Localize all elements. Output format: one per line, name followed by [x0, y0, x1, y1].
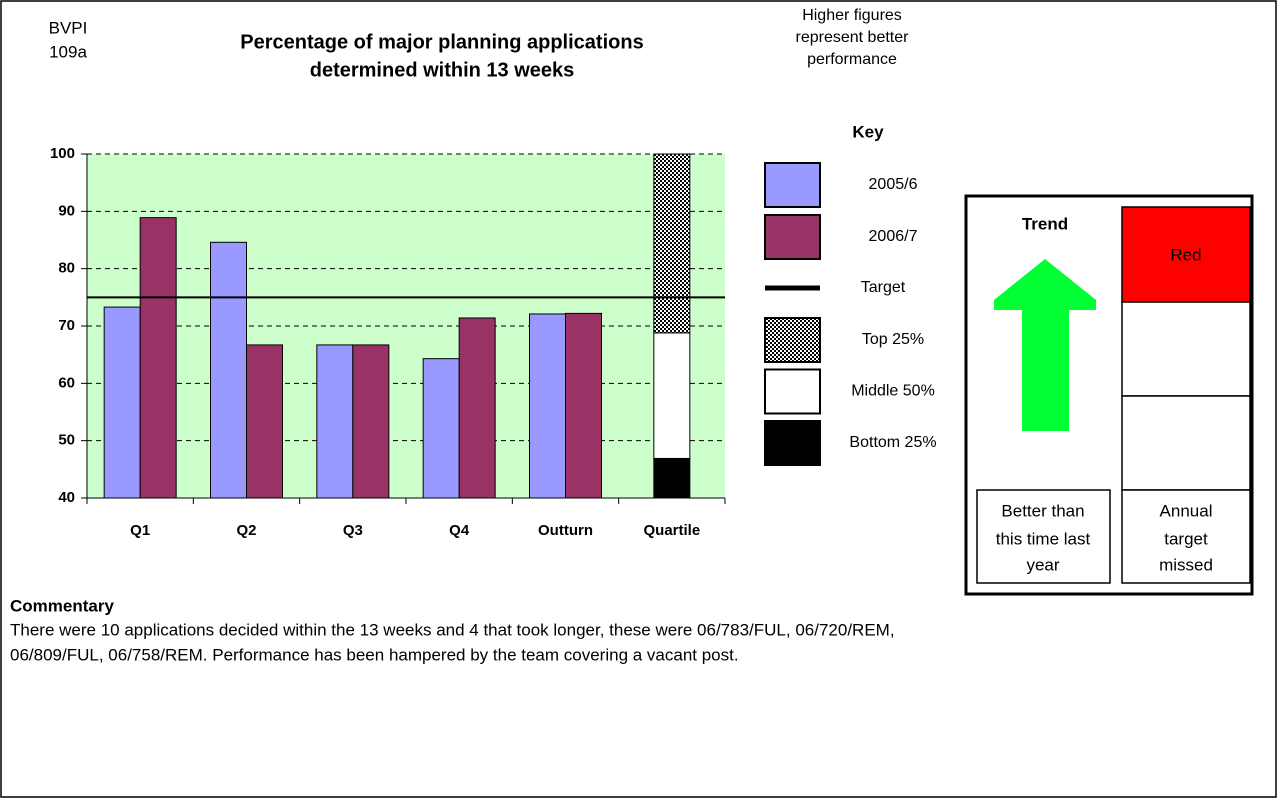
- trend-arrow: [994, 259, 1096, 431]
- commentary-title: Commentary: [10, 596, 114, 615]
- y-tick-label: 50: [58, 432, 75, 449]
- status-caption: target: [1164, 529, 1208, 548]
- bar: [422, 358, 460, 499]
- legend-label: Bottom 25%: [849, 434, 936, 451]
- trend-panel: [964, 194, 1254, 596]
- x-tick-label: Q2: [236, 522, 256, 539]
- quartile-middle: [653, 332, 691, 459]
- x-tick-label: Q4: [449, 522, 470, 539]
- legend-swatch: [764, 420, 821, 466]
- bar: [139, 217, 177, 499]
- bar: [565, 312, 602, 499]
- commentary-text: There were 10 applications decided withi…: [10, 620, 895, 639]
- y-tick-label: 70: [58, 317, 75, 334]
- legend-label: 2005/6: [869, 176, 918, 193]
- code: BVPI: [49, 18, 88, 37]
- legend-label: Middle 50%: [851, 383, 935, 400]
- legend-swatch: [764, 214, 821, 260]
- key-title: Key: [852, 122, 884, 141]
- trend-caption: this time last: [996, 529, 1091, 548]
- legend-label: Target: [861, 279, 906, 296]
- legend-swatch: [764, 162, 821, 208]
- y-tick-label: 90: [58, 202, 75, 219]
- y-tick-label: 80: [58, 260, 75, 277]
- trend-caption: Better than: [1001, 501, 1084, 520]
- bar: [352, 344, 390, 499]
- bar: [210, 241, 247, 499]
- legend-label: 2006/7: [869, 228, 918, 245]
- bar: [458, 317, 496, 499]
- x-tick-label: Outturn: [538, 522, 593, 539]
- note: performance: [807, 51, 897, 68]
- quartile-bottom: [653, 457, 691, 499]
- status-cell: [1121, 395, 1251, 491]
- status-red: [1121, 206, 1251, 303]
- trend-title: Trend: [1022, 214, 1068, 233]
- y-tick-label: 40: [58, 489, 75, 506]
- x-tick-label: Quartile: [643, 522, 700, 539]
- quartile-top: [653, 153, 691, 334]
- status-cell: [1121, 301, 1251, 397]
- commentary-text: 06/809/FUL, 06/758/REM. Performance has …: [10, 645, 739, 664]
- trend-caption-box: [976, 489, 1111, 584]
- status-label: Red: [1170, 245, 1201, 264]
- note: represent better: [796, 29, 910, 46]
- y-tick-label: 100: [50, 145, 75, 162]
- status-caption: missed: [1159, 555, 1213, 574]
- bar: [529, 313, 566, 499]
- bar: [316, 344, 354, 499]
- legend-swatch: [764, 317, 821, 363]
- status-caption-box: [1121, 489, 1251, 584]
- trend-caption: year: [1026, 555, 1059, 574]
- bar: [103, 306, 141, 499]
- code: 109a: [49, 42, 87, 61]
- y-tick-label: 60: [58, 374, 75, 391]
- bar: [246, 344, 283, 499]
- x-tick-label: Q3: [343, 522, 363, 539]
- x-tick-label: Q1: [130, 522, 150, 539]
- legend-swatch: [764, 368, 821, 415]
- chart-title: Percentage of major planning application…: [240, 31, 643, 53]
- note: Higher figures: [802, 7, 902, 24]
- legend-label: Top 25%: [862, 331, 924, 348]
- chart-title: determined within 13 weeks: [310, 59, 575, 81]
- status-caption: Annual: [1160, 501, 1213, 520]
